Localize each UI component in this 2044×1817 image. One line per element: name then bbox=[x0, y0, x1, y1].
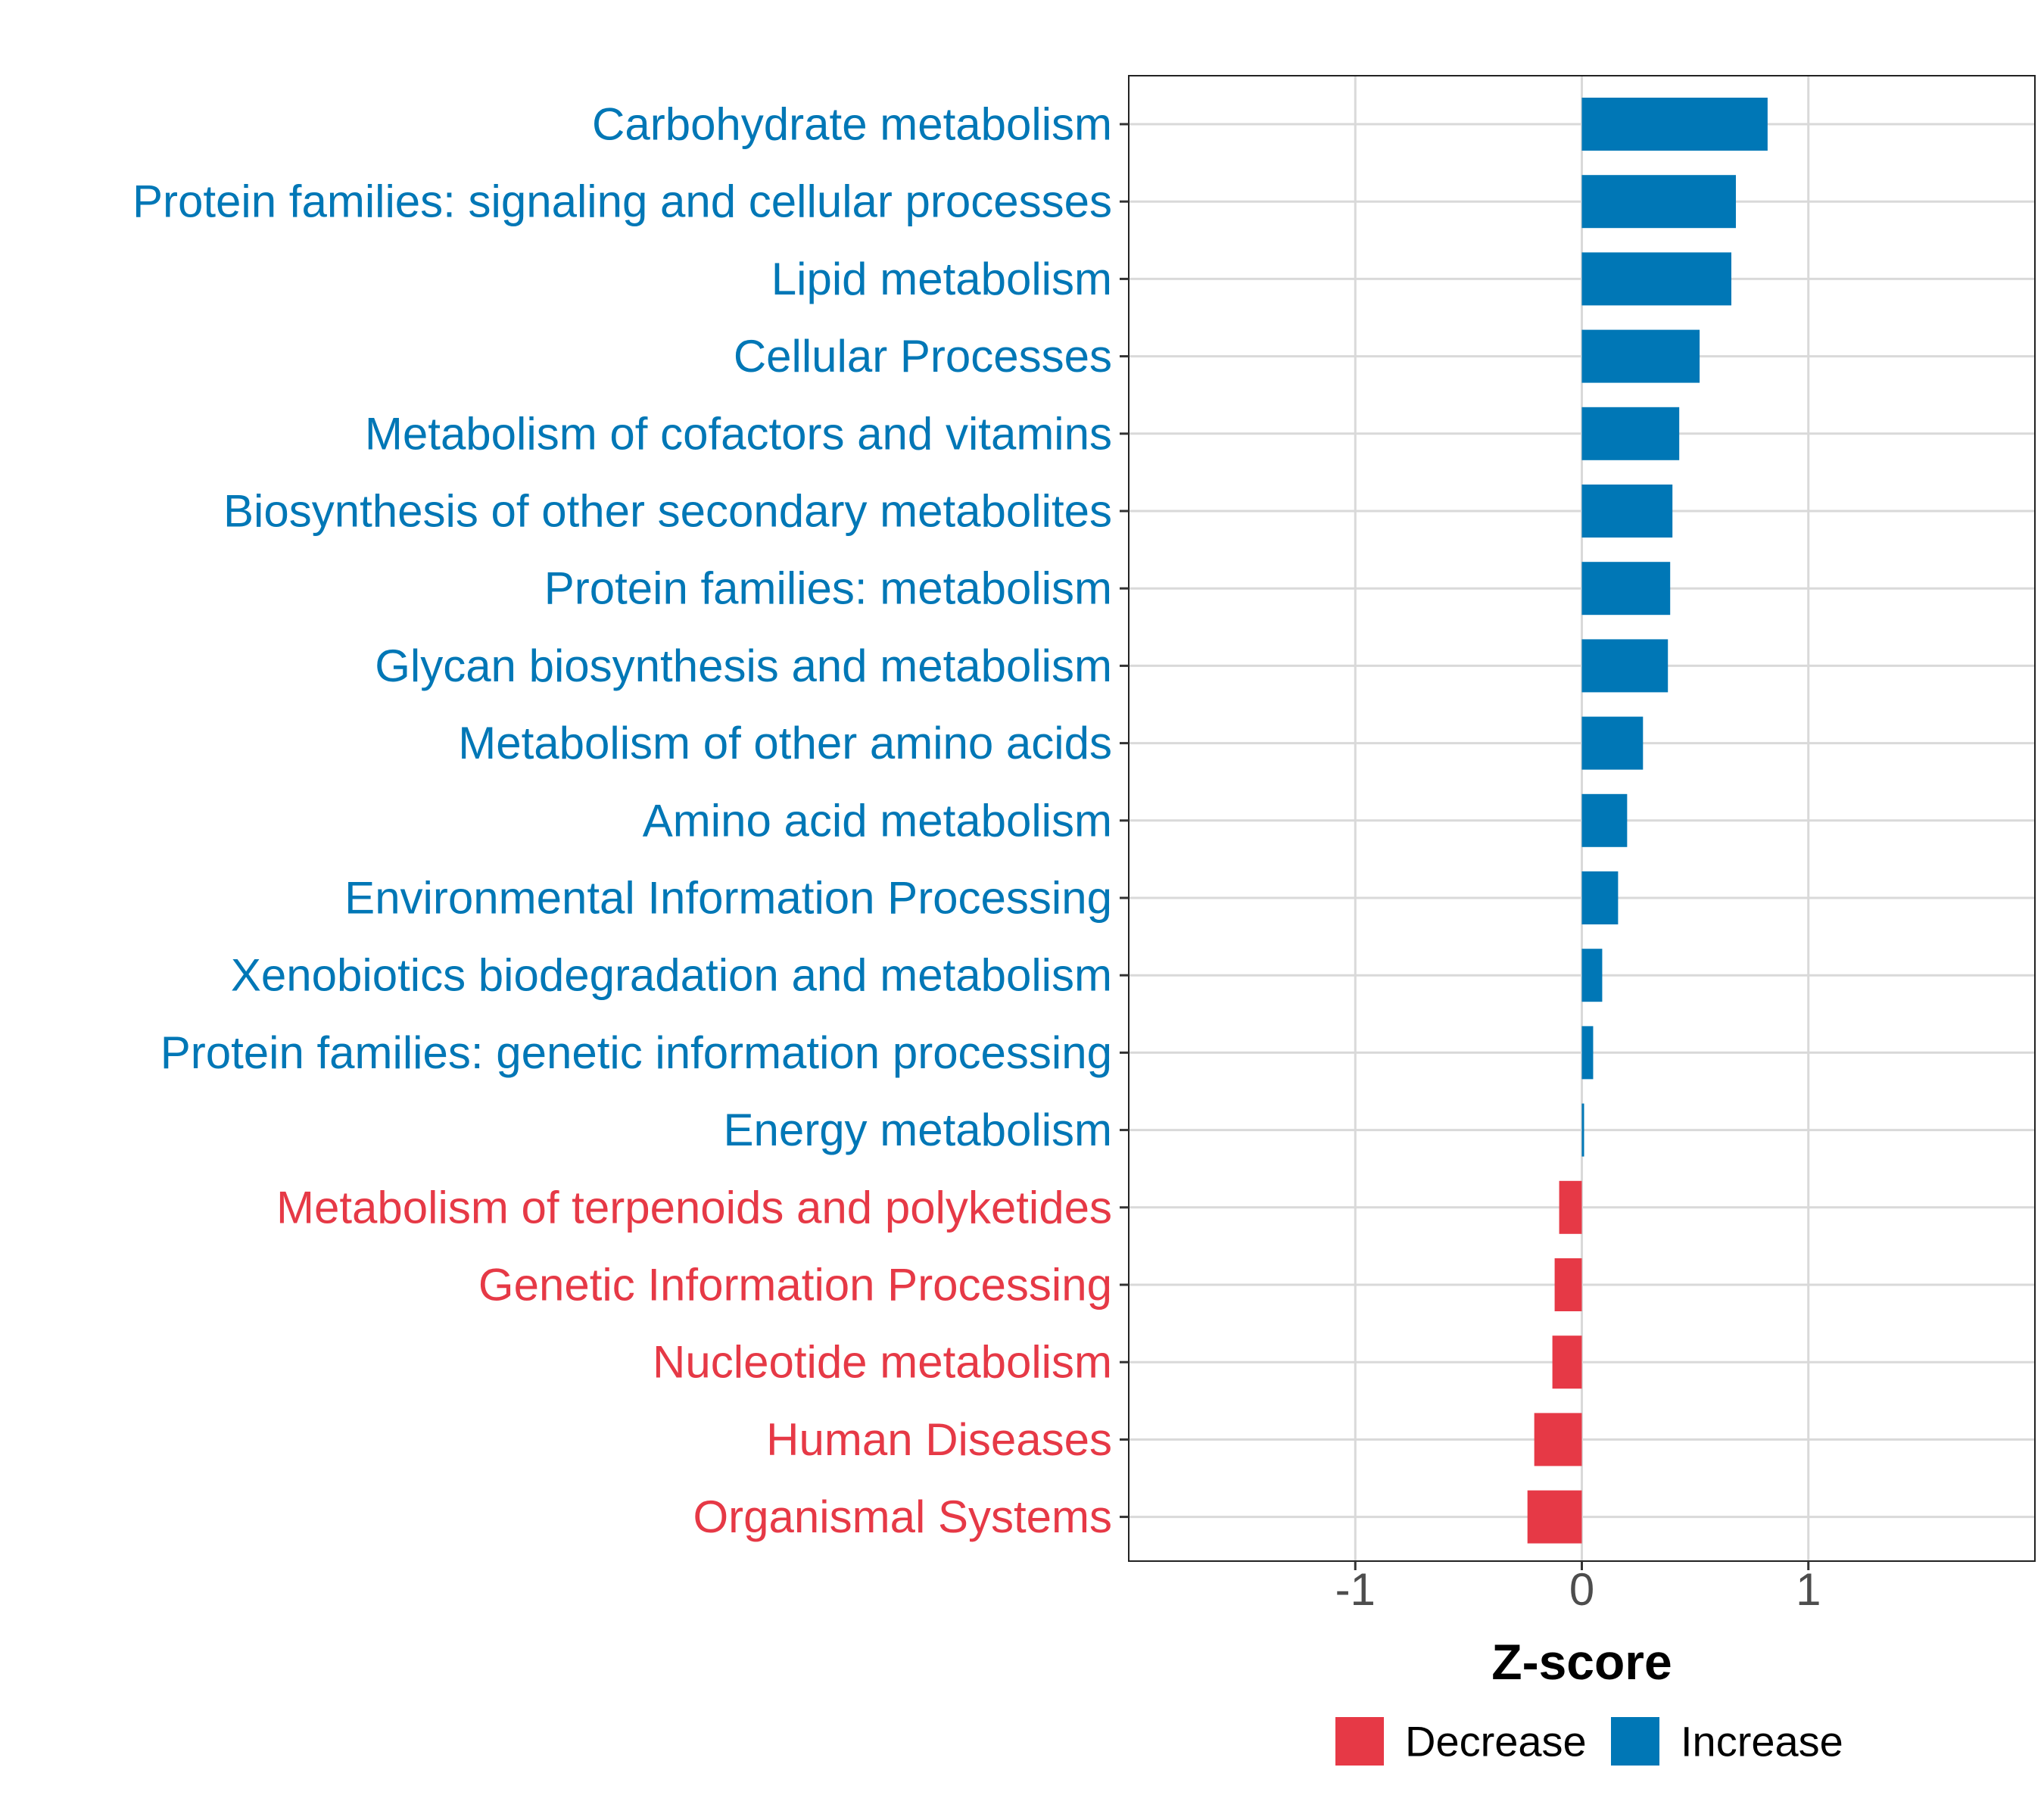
legend: Decrease Increase bbox=[1335, 1717, 1843, 1766]
y-tick-label: Environmental Information Processing bbox=[344, 873, 1112, 924]
bar bbox=[1581, 871, 1619, 924]
x-axis-title: Z-score bbox=[1491, 1634, 1672, 1690]
bar bbox=[1534, 1413, 1582, 1466]
bar bbox=[1581, 1103, 1584, 1157]
bar bbox=[1581, 562, 1671, 616]
bar bbox=[1559, 1180, 1582, 1234]
bars bbox=[1527, 98, 1768, 1544]
y-tick-label: Genetic Information Processing bbox=[478, 1260, 1112, 1311]
y-tick-label: Energy metabolism bbox=[723, 1105, 1112, 1155]
y-tick-label: Metabolism of cofactors and vitamins bbox=[365, 408, 1112, 459]
bar bbox=[1581, 949, 1603, 1002]
bar bbox=[1581, 252, 1732, 306]
legend-key bbox=[1335, 1717, 1384, 1766]
bar bbox=[1581, 485, 1673, 538]
y-tick-label: Protein families: metabolism bbox=[544, 563, 1112, 614]
bar bbox=[1581, 639, 1669, 693]
bar bbox=[1581, 1026, 1594, 1080]
y-tick-label: Metabolism of terpenoids and polyketides bbox=[276, 1182, 1112, 1233]
y-tick-label: Biosynthesis of other secondary metaboli… bbox=[223, 486, 1112, 537]
y-tick-label: Carbohydrate metabolism bbox=[592, 99, 1112, 150]
bar bbox=[1581, 98, 1768, 151]
y-tick-label: Human Diseases bbox=[766, 1414, 1112, 1465]
bar bbox=[1552, 1335, 1582, 1389]
y-tick-label: Amino acid metabolism bbox=[643, 795, 1112, 846]
bar bbox=[1554, 1258, 1582, 1311]
y-tick-label: Organismal Systems bbox=[693, 1491, 1112, 1542]
legend-label: Decrease bbox=[1405, 1718, 1587, 1766]
legend-key bbox=[1611, 1717, 1659, 1766]
y-tick-label: Protein families: genetic information pr… bbox=[160, 1027, 1112, 1078]
bar bbox=[1581, 175, 1736, 229]
y-tick-label: Xenobiotics biodegradation and metabolis… bbox=[231, 950, 1112, 1001]
bar bbox=[1581, 329, 1700, 383]
bar bbox=[1581, 407, 1680, 460]
bar bbox=[1581, 716, 1644, 770]
y-tick-label: Lipid metabolism bbox=[771, 254, 1112, 304]
y-tick-label: Metabolism of other amino acids bbox=[458, 718, 1112, 768]
y-tick-label: Cellular Processes bbox=[734, 331, 1112, 382]
x-axis: -1 0 1 bbox=[1335, 1561, 1821, 1615]
bar bbox=[1581, 793, 1628, 847]
y-tick-label: Glycan biosynthesis and metabolism bbox=[375, 640, 1112, 691]
legend-label: Increase bbox=[1681, 1718, 1843, 1766]
y-tick-label: Nucleotide metabolism bbox=[653, 1337, 1112, 1388]
x-tick-label: 1 bbox=[1796, 1564, 1821, 1615]
y-tick-label: Protein families: signaling and cellular… bbox=[132, 176, 1112, 227]
x-tick-label: 0 bbox=[1569, 1564, 1594, 1615]
y-axis: Carbohydrate metabolism Protein families:… bbox=[132, 99, 1129, 1542]
x-tick-label: -1 bbox=[1335, 1564, 1376, 1615]
bar bbox=[1527, 1490, 1582, 1544]
